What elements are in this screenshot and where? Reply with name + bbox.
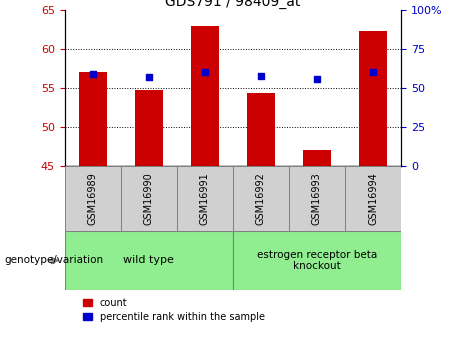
Text: genotype/variation: genotype/variation xyxy=(5,256,104,265)
Bar xyxy=(121,166,177,231)
Text: GSM16993: GSM16993 xyxy=(312,172,322,225)
Point xyxy=(369,70,377,75)
Text: GSM16994: GSM16994 xyxy=(368,172,378,225)
Title: GDS791 / 98409_at: GDS791 / 98409_at xyxy=(165,0,301,9)
Text: GSM16992: GSM16992 xyxy=(256,172,266,225)
Bar xyxy=(289,166,345,231)
Text: GSM16990: GSM16990 xyxy=(144,172,154,225)
Point xyxy=(89,71,96,77)
Point xyxy=(145,75,152,80)
Text: estrogen receptor beta
knockout: estrogen receptor beta knockout xyxy=(257,250,377,271)
Point xyxy=(257,73,265,79)
Point xyxy=(201,70,208,75)
Bar xyxy=(233,166,289,231)
Bar xyxy=(233,231,401,290)
Bar xyxy=(345,166,401,231)
Point xyxy=(313,77,321,82)
Bar xyxy=(65,231,233,290)
Bar xyxy=(359,31,387,166)
Bar xyxy=(78,72,106,166)
Bar xyxy=(177,166,233,231)
Legend: count, percentile rank within the sample: count, percentile rank within the sample xyxy=(83,298,265,322)
Bar xyxy=(303,150,331,166)
Bar xyxy=(135,90,163,166)
Text: wild type: wild type xyxy=(123,256,174,265)
Bar xyxy=(247,93,275,166)
Bar xyxy=(191,26,219,166)
Text: GSM16989: GSM16989 xyxy=(88,172,98,225)
Text: GSM16991: GSM16991 xyxy=(200,172,210,225)
Bar xyxy=(65,166,121,231)
